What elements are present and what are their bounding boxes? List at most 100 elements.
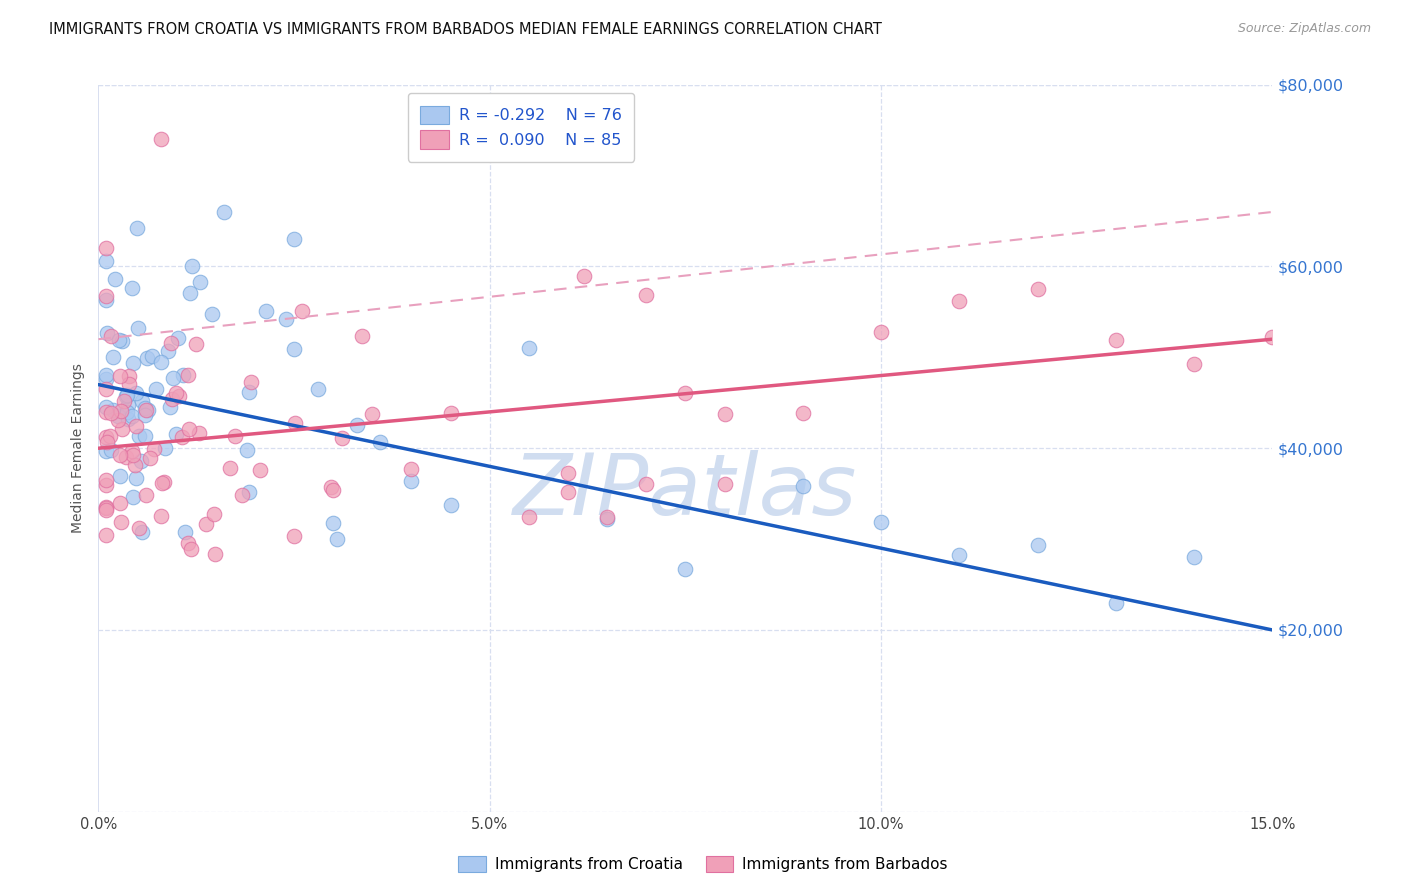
Point [276,312,298,326]
Point [110,496,132,510]
Point [361,407,384,421]
Point [322,483,344,497]
Point [792,406,814,420]
Point [675,385,697,400]
Point [948,293,970,308]
Point [100,406,122,420]
Point [96,289,118,303]
Point [107,413,129,427]
Point [96,400,118,414]
Point [368,434,391,449]
Point [330,431,353,445]
Point [675,562,697,576]
Point [96,372,118,386]
Point [249,463,271,477]
Point [284,416,307,430]
Point [96,293,118,307]
Point [181,260,204,274]
Point [96,528,118,542]
Point [254,303,277,318]
Point [172,368,194,383]
Point [162,371,184,385]
Point [160,392,183,406]
Point [235,442,257,457]
Point [165,386,187,401]
Point [96,254,118,268]
Point [1182,357,1205,371]
Point [572,268,595,283]
Point [218,461,240,475]
Point [792,478,814,492]
Point [170,430,193,444]
Point [114,389,136,403]
Point [870,515,893,529]
Point [636,288,658,302]
Point [124,458,146,472]
Point [1026,538,1049,552]
Point [98,429,121,443]
Point [96,382,118,396]
Legend: Immigrants from Croatia, Immigrants from Barbados: Immigrants from Croatia, Immigrants from… [450,848,956,880]
Text: Source: ZipAtlas.com: Source: ZipAtlas.com [1237,22,1371,36]
Point [110,515,132,529]
Text: IMMIGRANTS FROM CROATIA VS IMMIGRANTS FROM BARBADOS MEDIAN FEMALE EARNINGS CORRE: IMMIGRANTS FROM CROATIA VS IMMIGRANTS FR… [49,22,882,37]
Point [121,356,143,370]
Point [131,393,153,408]
Point [112,394,135,409]
Point [156,344,179,359]
Point [201,307,224,321]
Point [135,488,157,502]
Point [283,232,305,246]
Point [128,521,150,535]
Point [596,512,619,526]
Point [110,422,132,436]
Point [117,369,139,384]
Point [190,276,212,290]
Point [135,402,157,417]
Point [145,382,167,396]
Point [176,536,198,550]
Point [96,500,118,515]
Point [187,425,209,440]
Point [636,477,658,491]
Point [96,444,118,458]
Point [122,490,145,504]
Point [96,404,118,418]
Point [870,325,893,339]
Point [150,476,173,491]
Text: ZIPatlas: ZIPatlas [513,450,858,533]
Point [212,205,235,219]
Point [110,403,132,417]
Point [596,509,619,524]
Point [283,529,305,543]
Point [111,334,134,348]
Point [517,341,540,355]
Point [326,532,349,546]
Point [238,485,260,500]
Point [127,321,149,335]
Point [174,524,197,539]
Point [96,500,118,514]
Point [149,509,172,524]
Point [125,221,148,235]
Point [283,342,305,356]
Point [224,429,246,443]
Point [159,400,181,414]
Point [1026,281,1049,295]
Point [128,429,150,443]
Y-axis label: Median Female Earnings: Median Female Earnings [72,363,86,533]
Point [125,386,148,401]
Point [101,351,124,365]
Point [439,499,461,513]
Point [134,428,156,442]
Point [321,480,343,494]
Point [557,467,579,481]
Point [96,241,118,255]
Point [160,336,183,351]
Point [134,401,156,416]
Point [121,444,143,458]
Point [948,548,970,562]
Point [231,488,253,502]
Point [122,449,145,463]
Point [176,368,198,382]
